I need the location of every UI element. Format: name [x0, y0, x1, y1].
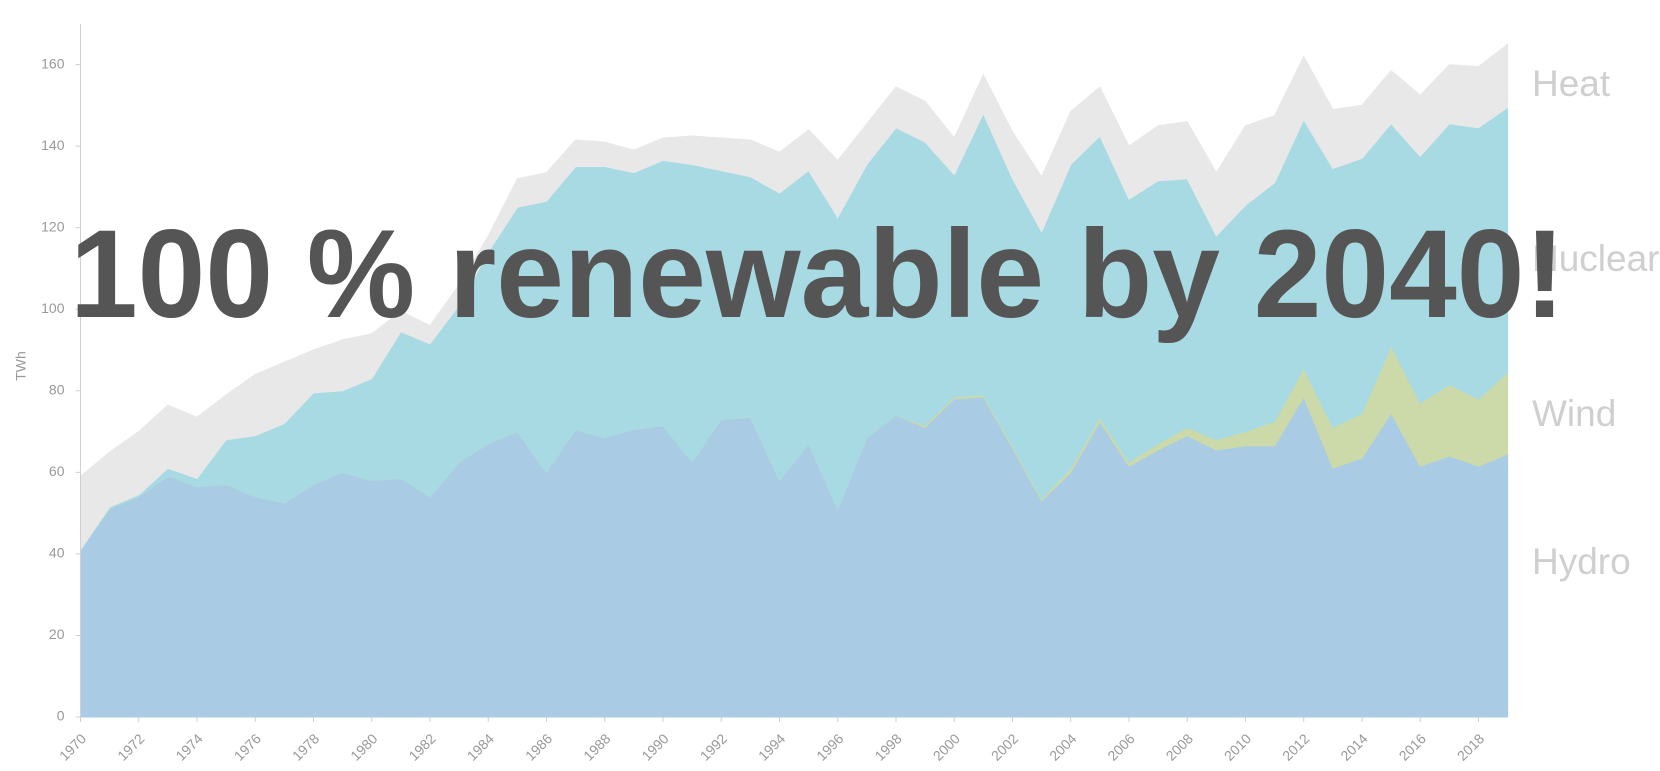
x-tick-label: 2018: [1454, 730, 1487, 763]
y-tick-label: 20: [49, 626, 65, 642]
x-tick-label: 1984: [464, 730, 497, 763]
x-tick-label: 2004: [1046, 730, 1079, 763]
y-tick-label: 40: [49, 545, 65, 561]
x-tick-label: 1976: [231, 730, 264, 763]
x-tick-label: 2016: [1396, 730, 1429, 763]
y-tick-label: 80: [49, 382, 65, 398]
x-tick-label: 1998: [871, 730, 904, 763]
y-tick-label: 60: [49, 463, 65, 479]
x-tick-label: 1970: [56, 730, 89, 763]
x-tick-label: 1974: [172, 730, 205, 763]
y-tick-label: 140: [41, 137, 65, 153]
x-tick-label: 1990: [638, 730, 671, 763]
legend-label: Hydro: [1532, 541, 1631, 582]
x-tick-label: 2006: [1104, 730, 1137, 763]
x-tick-label: 1972: [114, 730, 147, 763]
y-tick-label: 100: [41, 300, 65, 316]
x-tick-label: 1988: [580, 730, 613, 763]
x-tick-label: 2014: [1337, 730, 1370, 763]
area: [80, 43, 1509, 552]
legend-label: Heat: [1532, 63, 1611, 104]
y-tick-label: 0: [57, 708, 65, 724]
x-tick-label: 1980: [347, 730, 380, 763]
x-tick-label: 1982: [405, 730, 438, 763]
x-tick-label: 1992: [697, 730, 730, 763]
x-tick-label: 1986: [522, 730, 555, 763]
x-tick-label: 2000: [930, 730, 963, 763]
y-tick-label: 120: [41, 218, 65, 234]
x-tick-label: 1996: [813, 730, 846, 763]
x-tick-label: 2012: [1279, 730, 1312, 763]
x-tick-label: 2002: [988, 730, 1021, 763]
chart-title: 100 % renewable by 2040!: [70, 205, 1565, 344]
y-tick-label: 160: [41, 55, 65, 71]
legend-label: Wind: [1532, 393, 1616, 434]
x-tick-label: 1978: [289, 730, 322, 763]
x-tick-label: 2008: [1163, 730, 1196, 763]
x-tick-label: 1994: [755, 730, 788, 763]
legend-label: Nuclear: [1532, 238, 1660, 279]
x-tick-label: 2010: [1221, 730, 1254, 763]
y-axis-label: TWh: [13, 351, 29, 381]
